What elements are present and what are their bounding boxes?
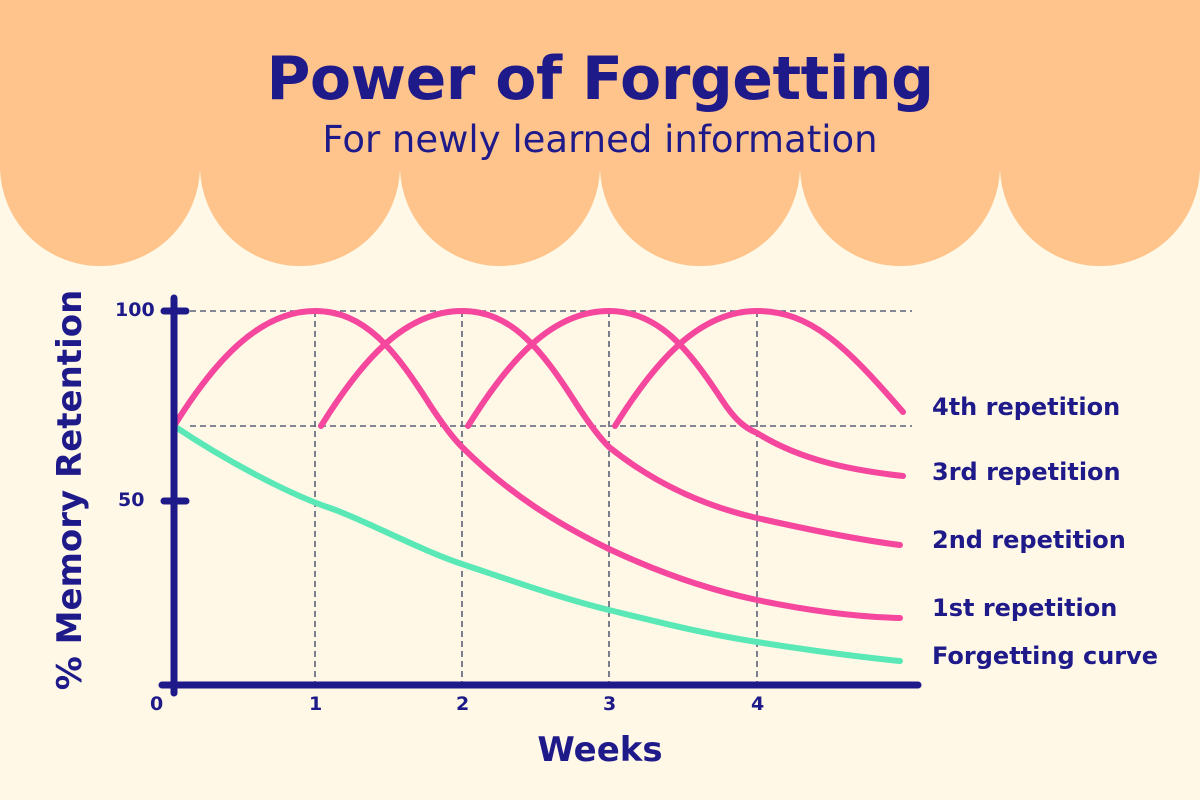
scalloped-banner <box>0 0 1200 266</box>
y-tick-label-100: 100 <box>115 299 155 321</box>
gridlines <box>190 310 912 683</box>
legend-label-1st-repetition: 1st repetition <box>932 594 1118 622</box>
repetition-3-line <box>465 307 906 479</box>
legend-label-2nd-repetition: 2nd repetition <box>932 526 1126 554</box>
y-tick-label-50: 50 <box>118 489 145 511</box>
repetition-1-line <box>171 307 903 621</box>
x-tick-label-4: 4 <box>751 693 765 715</box>
axes <box>158 294 922 697</box>
x-tick-label-3: 3 <box>603 693 617 715</box>
x-axis-label: Weeks <box>537 730 663 770</box>
y-axis-label: % Memory Retention <box>50 289 90 691</box>
x-tick-label-2: 2 <box>456 693 470 715</box>
repetition-2-line <box>318 307 903 548</box>
legend-label-forgetting-curve: Forgetting curve <box>932 642 1159 670</box>
x-tick-label-0: 0 <box>150 693 164 715</box>
repetition-4-line <box>612 307 906 429</box>
chart-subtitle: For newly learned information <box>322 118 878 161</box>
legend-label-4th-repetition: 4th repetition <box>932 393 1121 421</box>
forgetting-curve-line <box>171 423 903 664</box>
legend-label-3rd-repetition: 3rd repetition <box>932 458 1121 486</box>
x-tick-label-1: 1 <box>309 693 323 715</box>
chart-title: Power of Forgetting <box>266 44 934 114</box>
